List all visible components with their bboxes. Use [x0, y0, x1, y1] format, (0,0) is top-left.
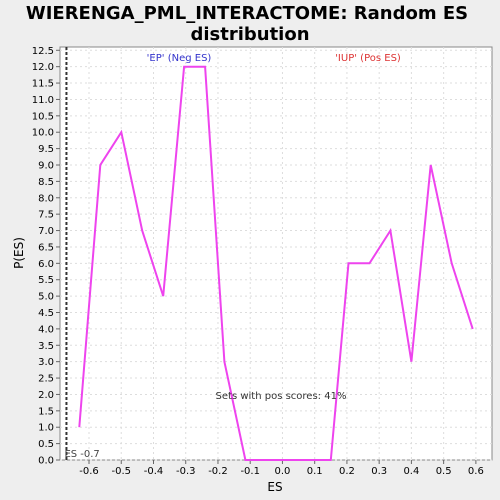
x-tick-label: 0.4 — [403, 466, 419, 477]
y-tick-label: 0.0 — [38, 456, 54, 467]
y-tick-label: 2.5 — [38, 374, 54, 385]
y-tick-label: 12.5 — [32, 46, 54, 57]
y-tick-label: 7.0 — [38, 226, 54, 237]
y-tick-label: 10.0 — [32, 128, 54, 139]
x-tick-label: -0.3 — [176, 466, 196, 477]
es-marker-label: ES -0.7 — [64, 449, 99, 460]
x-tick-label: 0.0 — [274, 466, 290, 477]
y-tick-label: 6.0 — [38, 259, 54, 270]
x-tick-label: 0.5 — [436, 466, 452, 477]
y-tick-label: 5.5 — [38, 275, 54, 286]
x-tick-label: -0.1 — [240, 466, 260, 477]
x-tick-label: -0.2 — [208, 466, 228, 477]
y-tick-label: 0.5 — [38, 439, 54, 450]
x-tick-label: 0.1 — [307, 466, 323, 477]
y-tick-label: 1.5 — [38, 406, 54, 417]
y-tick-label: 1.0 — [38, 423, 54, 434]
series-layer — [78, 65, 474, 461]
x-tick-label: -0.6 — [79, 466, 99, 477]
grid — [60, 47, 492, 461]
x-tick-label: 0.3 — [371, 466, 387, 477]
y-tick-label: 8.0 — [38, 193, 54, 204]
y-tick-label: 2.0 — [38, 390, 54, 401]
y-tick-label: 9.0 — [38, 161, 54, 172]
y-axis-label: P(ES) — [12, 237, 26, 269]
x-tick-label: -0.5 — [111, 466, 131, 477]
es-marker-layer: ES -0.7 — [64, 47, 100, 460]
y-tick-label: 3.5 — [38, 341, 54, 352]
y-tick-label: 10.5 — [32, 111, 54, 122]
x-axis-ticks: -0.6 -0.5 -0.4 -0.3 -0.2 -0.1 0.0 0.1 0.2 0.3 0.4 0… — [79, 460, 484, 477]
y-tick-label: 9.5 — [38, 144, 54, 155]
chart-title-line2: distribution — [190, 24, 309, 45]
y-tick-label: 4.5 — [38, 308, 54, 319]
y-tick-label: 7.5 — [38, 210, 54, 221]
y-tick-label: 12.0 — [32, 62, 54, 73]
chart-title-line1: WIERENGA_PML_INTERACTOME: Random ES — [26, 3, 468, 24]
pos-scores-annotation: Sets with pos scores: 41% — [216, 391, 347, 402]
pos-es-label: 'IUP' (Pos ES) — [335, 53, 401, 64]
x-tick-label: 0.2 — [339, 466, 355, 477]
y-tick-label: 8.5 — [38, 177, 54, 188]
x-axis-label: ES — [267, 480, 282, 494]
y-tick-label: 5.0 — [38, 292, 54, 303]
y-axis-ticks: 0.0 0.5 1.0 1.5 2.0 2.5 3.0 3.5 4.0 4.5 5.0 5.5 6.0 6… — [32, 46, 60, 467]
y-tick-label: 4.0 — [38, 324, 54, 335]
y-tick-label: 6.5 — [38, 242, 54, 253]
series-line — [78, 65, 474, 461]
y-tick-label: 3.0 — [38, 357, 54, 368]
y-tick-label: 11.0 — [32, 95, 54, 106]
neg-es-label: 'EP' (Neg ES) — [147, 53, 212, 64]
x-tick-label: -0.4 — [144, 466, 164, 477]
x-tick-label: 0.6 — [468, 466, 484, 477]
y-tick-label: 11.5 — [32, 79, 54, 90]
